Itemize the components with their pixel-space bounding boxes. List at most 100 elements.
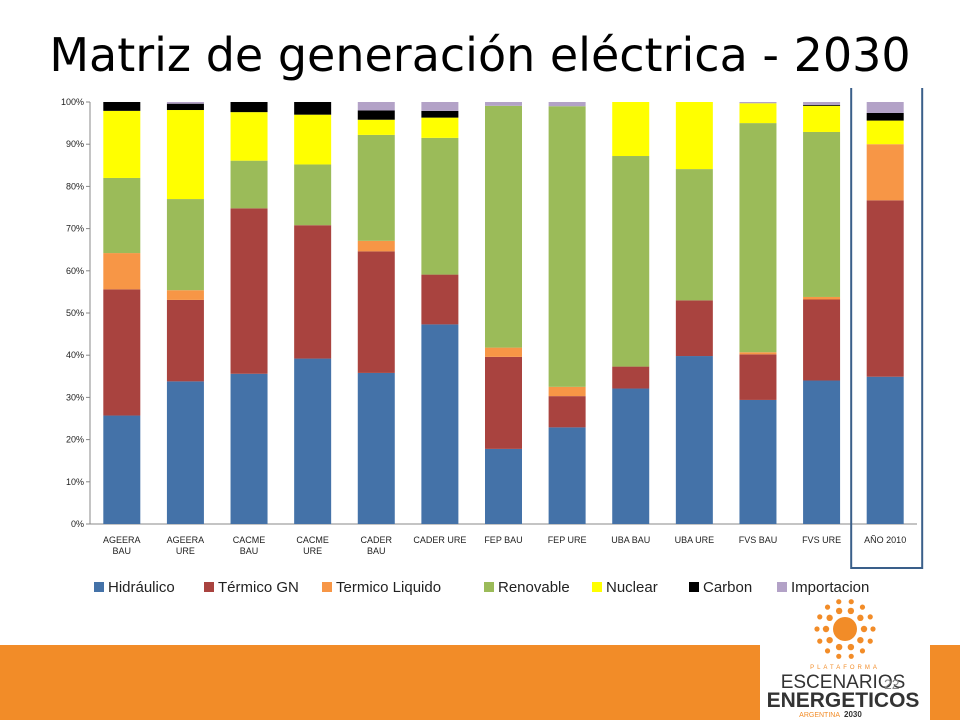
x-tick-label: AÑO 2010 bbox=[864, 535, 906, 545]
bar-nuclear bbox=[866, 120, 904, 145]
sun-dot bbox=[867, 638, 873, 644]
y-tick-label: 40% bbox=[66, 350, 84, 360]
legend-label: Renovable bbox=[498, 579, 570, 596]
sun-dot bbox=[817, 614, 823, 620]
bar-hidr-ulico bbox=[548, 427, 586, 524]
bar-t-rmico-gn bbox=[612, 366, 650, 389]
x-tick-label: URE bbox=[176, 546, 195, 556]
bar-hidr-ulico bbox=[357, 372, 395, 524]
bar-nuclear bbox=[675, 102, 713, 170]
y-tick-label: 60% bbox=[66, 266, 84, 276]
bar-t-rmico-gn bbox=[485, 356, 522, 449]
sun-dot bbox=[859, 604, 866, 610]
bar-nuclear bbox=[739, 103, 777, 124]
sun-dot bbox=[870, 626, 876, 632]
bar-renovable bbox=[548, 106, 586, 387]
chart-area: 0% 10% 20% 30% 40% 50% 60% 70% 80% 90% 100% AGEERA B… bbox=[32, 79, 932, 600]
sun-icon bbox=[814, 599, 876, 659]
y-tick-label: 70% bbox=[66, 224, 84, 234]
bar-carbon bbox=[230, 102, 268, 113]
bar-hidr-ulico bbox=[866, 376, 904, 524]
bar-t-rmico-gn bbox=[739, 354, 777, 400]
x-tick-label: AGEERA bbox=[167, 535, 205, 545]
bar-hidr-ulico bbox=[294, 358, 332, 524]
bar-hidr-ulico bbox=[803, 380, 841, 524]
sun-dot bbox=[826, 636, 833, 644]
bar-importacion bbox=[803, 102, 841, 105]
bar-t-rmico-gn bbox=[103, 289, 141, 416]
legend-label: Termico Liquido bbox=[336, 579, 441, 596]
bar-t-rmico-gn bbox=[548, 396, 586, 428]
bar-termico-liquido bbox=[803, 296, 841, 300]
sun-dot bbox=[817, 638, 823, 644]
sun-dot bbox=[826, 614, 833, 622]
bar-renovable bbox=[612, 156, 650, 367]
bar-hidr-ulico bbox=[166, 381, 204, 524]
bar-nuclear bbox=[103, 110, 141, 178]
bar-hidr-ulico bbox=[485, 448, 522, 524]
bar-hidr-ulico bbox=[103, 415, 141, 524]
bar-hidr-ulico bbox=[612, 388, 650, 524]
sun-dot bbox=[857, 636, 864, 644]
bar-t-rmico-gn bbox=[357, 251, 395, 373]
bar-carbon bbox=[294, 102, 332, 115]
legend-swatch bbox=[777, 582, 787, 592]
x-tick-label: URE bbox=[303, 546, 322, 556]
bar-nuclear bbox=[612, 102, 650, 157]
bar-importacion bbox=[866, 102, 904, 113]
legend-swatch bbox=[592, 582, 602, 592]
sun-dot bbox=[859, 648, 866, 654]
sun-dot bbox=[822, 625, 830, 633]
bar-termico-liquido bbox=[357, 240, 395, 252]
y-tick-label: 20% bbox=[66, 435, 84, 445]
x-tick-label: AGEERA bbox=[103, 535, 141, 545]
x-tick-label: CACME bbox=[296, 535, 329, 545]
x-tick-label: FEP URE bbox=[548, 535, 587, 545]
logo-line3b: 2030 bbox=[844, 710, 862, 719]
y-tick-label: 90% bbox=[66, 139, 84, 149]
bar-carbon bbox=[421, 110, 459, 118]
logo-line2: ENERGETICOS bbox=[767, 689, 920, 712]
legend-label: Carbon bbox=[703, 579, 752, 596]
bar-carbon bbox=[166, 103, 204, 111]
bar-renovable bbox=[421, 137, 459, 275]
sun-dot bbox=[847, 607, 855, 615]
legend-label: Importacion bbox=[791, 579, 869, 596]
y-tick-label: 50% bbox=[66, 308, 84, 318]
sun-dot bbox=[824, 648, 831, 654]
sun-dot bbox=[848, 599, 854, 605]
sun-dot bbox=[824, 604, 831, 610]
logo-top-text: PLATAFORMA bbox=[810, 665, 880, 671]
bar-hidr-ulico bbox=[739, 399, 777, 524]
bar-t-rmico-gn bbox=[803, 299, 841, 381]
bar-importacion bbox=[548, 102, 586, 107]
legend-swatch bbox=[484, 582, 494, 592]
y-tick-label: 80% bbox=[66, 181, 84, 191]
bar-t-rmico-gn bbox=[230, 208, 268, 374]
bar-renovable bbox=[803, 131, 841, 297]
bar-nuclear bbox=[166, 110, 204, 200]
x-tick-label: CACME bbox=[233, 535, 266, 545]
bar-t-rmico-gn bbox=[294, 225, 332, 359]
bar-hidr-ulico bbox=[675, 356, 713, 524]
legend-swatch bbox=[204, 582, 214, 592]
bar-nuclear bbox=[294, 114, 332, 165]
page-number: 22 bbox=[884, 676, 900, 692]
x-tick-label: CADER URE bbox=[413, 535, 466, 545]
x-tick-label: BAU bbox=[367, 546, 386, 556]
sun-dot bbox=[836, 653, 842, 659]
x-tick-label: CADER bbox=[361, 535, 393, 545]
bar-termico-liquido bbox=[548, 386, 586, 397]
bar-carbon bbox=[103, 102, 141, 111]
bar-importacion bbox=[357, 102, 395, 111]
logo-line3a: ARGENTINA bbox=[799, 712, 840, 719]
bar-nuclear bbox=[421, 117, 459, 138]
sun-core bbox=[833, 617, 857, 641]
sun-dot bbox=[848, 653, 854, 659]
bar-renovable bbox=[357, 134, 395, 241]
x-tick-label: BAU bbox=[113, 546, 132, 556]
sun-dot bbox=[835, 607, 843, 615]
legend-label: Nuclear bbox=[606, 579, 658, 596]
slide-title: Matriz de generación eléctrica - 2030 bbox=[49, 28, 911, 82]
bar-hidr-ulico bbox=[230, 373, 268, 524]
